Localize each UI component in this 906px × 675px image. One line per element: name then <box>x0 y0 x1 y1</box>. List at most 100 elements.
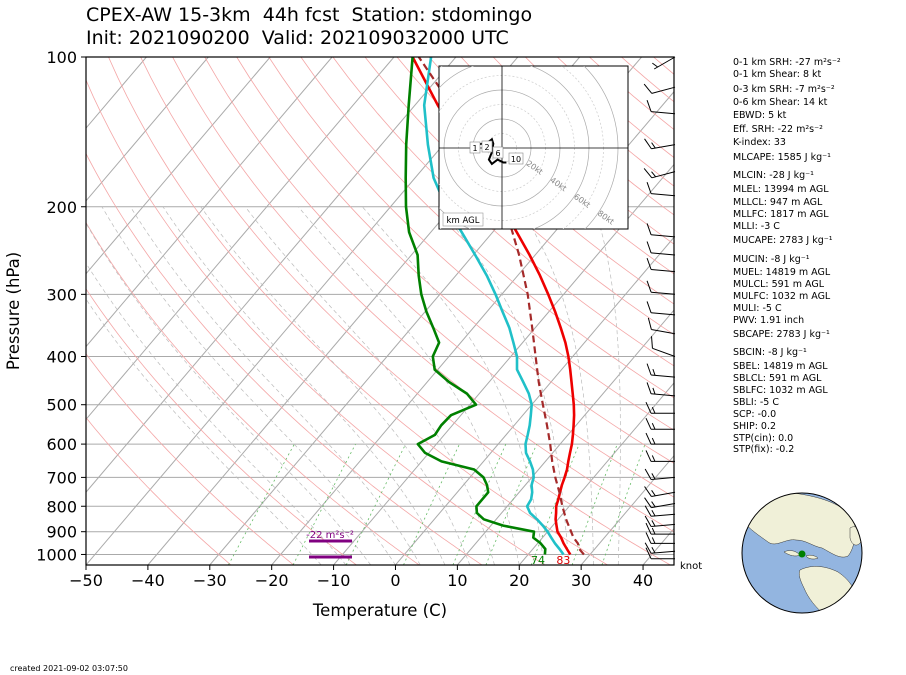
barb-flag-full <box>651 336 653 349</box>
barb-flag-full <box>644 515 652 527</box>
isotherm-line <box>580 455 674 565</box>
index-muel: MUEL: 14819 m AGL <box>733 267 831 278</box>
isotherm-line <box>86 57 271 275</box>
barb-flag-half <box>651 171 657 178</box>
isotherm-line <box>271 90 674 565</box>
moist-adiabat <box>362 206 545 565</box>
index-ship: SHIP: 0.2 <box>733 421 777 432</box>
dry-adiabat <box>236 57 674 464</box>
mixing-ratio-line <box>452 443 507 565</box>
wind-barbs <box>643 56 676 560</box>
dry-adiabat <box>428 57 674 275</box>
isotherm-line <box>395 236 674 565</box>
barb-flag-full <box>646 301 652 313</box>
y-tick-label: 100 <box>46 48 77 67</box>
wind-barb <box>646 257 676 273</box>
barb-flag-half <box>651 527 656 535</box>
surface-dewpoint-label: 74 <box>531 554 545 567</box>
wind-barb <box>646 363 676 378</box>
index-shear06: 0-6 km Shear: 14 kt <box>733 97 828 108</box>
x-tick-label: −50 <box>69 571 103 590</box>
moist-adiabat <box>593 206 621 565</box>
wind-barb <box>645 401 675 414</box>
y-tick-label: 500 <box>46 396 77 415</box>
wind-barb <box>645 547 675 560</box>
hodograph-height-label: 2 <box>484 143 489 152</box>
barb-flag-half <box>651 437 656 445</box>
barb-flag-full <box>645 532 652 544</box>
mixing-ratio-line <box>571 443 618 565</box>
x-axis-label: Temperature (C) <box>312 601 447 620</box>
y-tick-label: 1000 <box>36 545 77 564</box>
wind-barb <box>646 241 676 256</box>
wind-barb <box>646 382 676 397</box>
x-tick-label: −40 <box>131 571 165 590</box>
dry-adiabat <box>140 57 671 565</box>
surface-temperature-label: 83 <box>556 554 570 567</box>
globe-inset <box>741 492 863 614</box>
mixing-ratio-line <box>530 443 580 565</box>
hodograph-height-box <box>492 146 504 159</box>
y-tick-label: 700 <box>46 468 77 487</box>
y-tick-label: 600 <box>46 435 77 454</box>
dry-adiabat <box>300 57 674 399</box>
wind-barb <box>645 432 675 445</box>
wind-barb <box>647 317 676 335</box>
series-dewpoint <box>404 57 547 555</box>
created-timestamp: created 2021-09-02 03:07:50 <box>10 664 128 673</box>
y-tick-label: 200 <box>46 198 77 217</box>
index-effsrh: Eff. SRH: -22 m²s⁻² <box>733 124 823 135</box>
wind-barb <box>646 301 676 316</box>
barb-flag-full <box>646 100 652 112</box>
index-mllcl: MLLCL: 947 m AGL <box>733 197 823 208</box>
barb-staff <box>651 193 676 197</box>
barb-flag-full <box>646 363 652 376</box>
isotherm-line <box>86 57 457 493</box>
barb-flag-half <box>652 387 656 395</box>
index-mlcape: MLCAPE: 1585 J kg⁻¹ <box>733 152 831 163</box>
barb-staff <box>651 234 676 238</box>
barb-flag-full <box>646 382 652 394</box>
globe-outline <box>741 492 863 614</box>
wind-barb <box>646 182 676 197</box>
barb-flag-half <box>651 422 656 430</box>
dry-adiabat <box>268 57 674 431</box>
barb-flag-full <box>646 280 652 293</box>
index-mlcin: MLCIN: -28 J kg⁻¹ <box>733 170 814 181</box>
series-virtual-temperature <box>422 57 565 556</box>
wind-barb <box>644 515 676 527</box>
wind-barb <box>643 83 676 94</box>
index-sblcl: SBLCL: 591 m AGL <box>733 373 822 384</box>
barb-staff <box>651 312 676 316</box>
mixing-ratio-line <box>485 443 538 565</box>
title-line-1: CPEX-AW 15-3km 44h fcst Station: stdomin… <box>86 4 533 26</box>
barb-flag-full <box>647 317 652 330</box>
hodograph-height-marker: 2 <box>481 140 493 153</box>
hodograph-height-label: 10 <box>511 155 521 164</box>
mixing-ratio-line <box>345 443 407 565</box>
y-axis-label: Pressure (hPa) <box>4 252 23 370</box>
barb-flag-full <box>645 417 652 430</box>
mixing-ratio-line <box>292 443 356 565</box>
index-mulcl: MULCL: 591 m AGL <box>733 279 825 290</box>
background-lines <box>86 57 674 565</box>
moist-adiabat <box>101 206 396 565</box>
barb-staff <box>651 291 676 295</box>
barb-flag-half <box>651 509 656 517</box>
barb-flag-half <box>652 368 656 376</box>
index-shear01: 0-1 km Shear: 8 kt <box>733 69 822 80</box>
x-tick-label: 20 <box>509 571 529 590</box>
y-tick-label: 300 <box>46 285 77 304</box>
x-tick-label: 0 <box>390 571 400 590</box>
globe-atlantic-land <box>849 526 862 546</box>
wind-barb <box>645 417 675 430</box>
wind-barb <box>644 468 676 480</box>
wind-barb <box>651 336 676 357</box>
moist-adiabat <box>130 206 421 565</box>
index-mulfc: MULFC: 1032 m AGL <box>733 291 831 302</box>
x-tick-label: 10 <box>447 571 467 590</box>
moist-adiabat <box>437 206 570 565</box>
hodograph-height-label: 1 <box>472 144 477 153</box>
profile-lines <box>404 57 585 556</box>
hodograph-height-box <box>481 140 493 153</box>
